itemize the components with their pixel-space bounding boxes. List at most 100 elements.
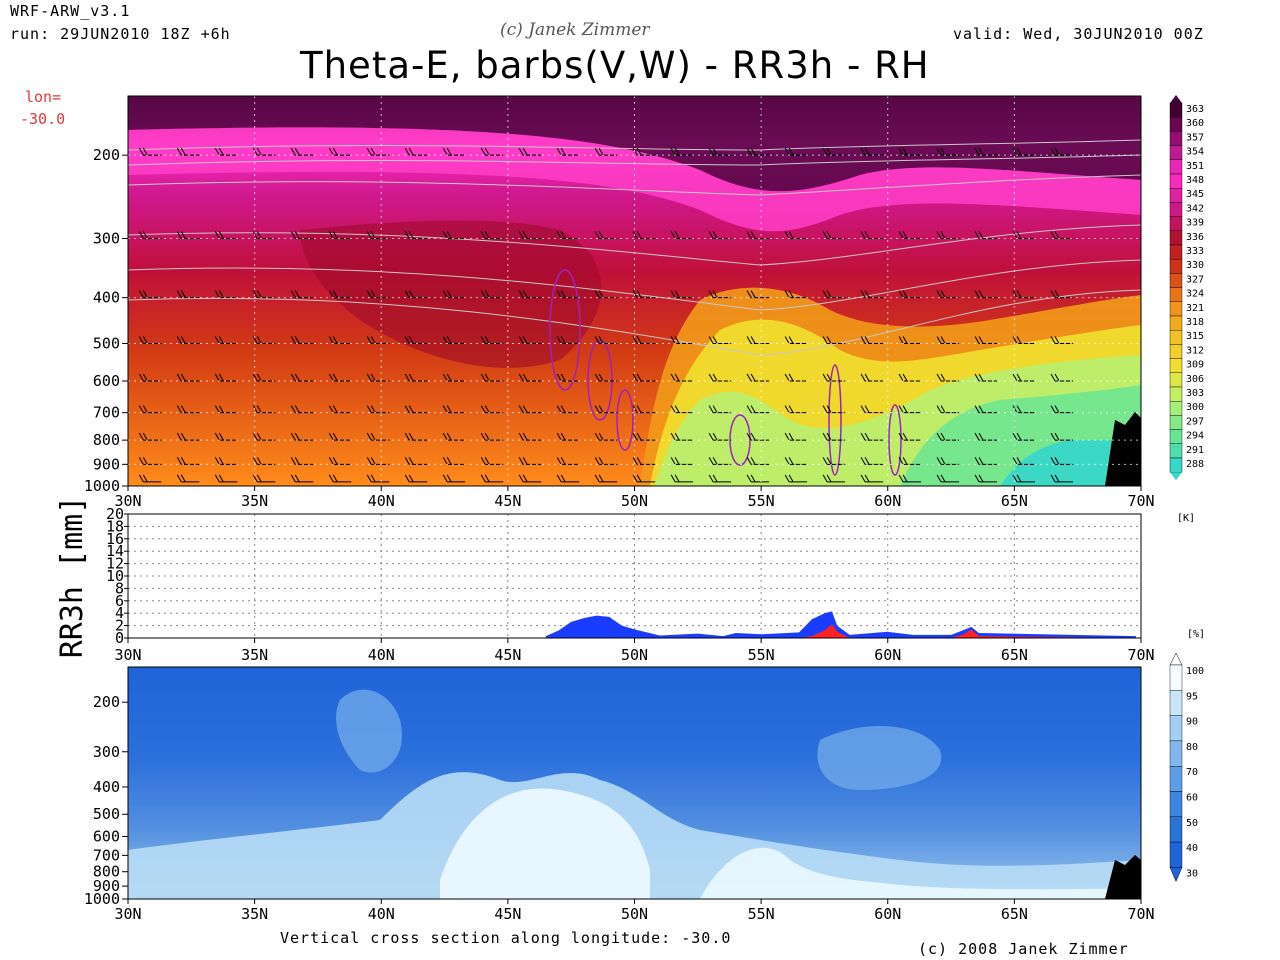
rh-colorbar-swatch: [1169, 664, 1183, 691]
theta-colorbar-swatch: [1169, 159, 1183, 175]
rr-series-0: [545, 611, 1136, 638]
x-tick-label: 45N: [494, 492, 521, 510]
theta-colorbar-swatch: [1169, 244, 1183, 260]
wind-barb: [328, 231, 352, 239]
theta-colorbar-label: 339: [1186, 218, 1204, 229]
wind-barb: [746, 474, 770, 483]
y-tick-label: 16: [106, 530, 124, 548]
wind-barb: [670, 231, 694, 239]
wind-barb: [214, 336, 238, 345]
wind-barb: [176, 405, 200, 414]
rh-colorbar-label: 40: [1186, 843, 1198, 854]
theta-colorbar-label: 327: [1186, 274, 1204, 285]
wind-barb: [556, 290, 580, 299]
wind-barb: [404, 336, 428, 345]
wind-barb: [898, 290, 922, 299]
run-label: run: 29JUN2010 18Z +6h: [10, 25, 231, 43]
y-tick-label: 12: [106, 555, 124, 573]
wind-barb: [328, 405, 352, 414]
x-tick-label: 70N: [1127, 492, 1154, 510]
wind-barb: [784, 336, 808, 345]
theta-contour-2: [128, 174, 1141, 196]
rh-contour-0: [549, 269, 581, 391]
wind-barb: [366, 474, 390, 483]
x-tick-label: 40N: [368, 646, 395, 664]
wind-barb: [898, 147, 922, 156]
footer-copyright: (c) 2008 Janek Zimmer: [918, 940, 1129, 958]
theta-colorbar-swatch: [1169, 301, 1183, 317]
wind-barb: [176, 432, 200, 441]
wind-barb: [214, 231, 238, 239]
x-tick-label: 50N: [621, 905, 648, 923]
footer-caption: Vertical cross section along longitude: …: [280, 929, 732, 947]
theta-colorbar-label: 306: [1186, 374, 1204, 385]
wind-barb: [974, 231, 998, 239]
wind-barb: [974, 147, 998, 156]
wind-barb: [632, 336, 656, 345]
y-tick-label: 400: [93, 289, 120, 307]
theta-colorbar-swatch: [1169, 273, 1183, 288]
wind-barb: [328, 474, 352, 483]
theta-contour-4: [128, 259, 1141, 311]
theta-colorbar-label: 321: [1186, 303, 1204, 314]
wind-barb: [290, 432, 314, 441]
x-tick-label: 30N: [114, 492, 141, 510]
theta-colorbar-label: 333: [1186, 246, 1204, 257]
theta-contour-1: [128, 154, 1141, 166]
theta-colorbar-bottom-arrow: [1170, 472, 1182, 481]
theta-colorbar-swatch: [1169, 287, 1183, 303]
wind-barb: [746, 290, 770, 299]
wind-barb: [670, 405, 694, 414]
theta-colorbar-swatch: [1169, 386, 1183, 402]
wind-barb: [176, 147, 200, 156]
wind-barb: [632, 457, 656, 465]
wind-barb: [784, 432, 808, 441]
rh-colorbar-top-arrow: [1169, 652, 1183, 666]
wind-barb: [746, 373, 770, 382]
model-label: WRF-ARW_v3.1: [10, 2, 131, 20]
x-tick-label: 35N: [241, 905, 268, 923]
theta-colorbar-swatch: [1169, 102, 1183, 118]
wind-barb: [974, 457, 998, 465]
wind-barb: [442, 373, 466, 382]
rh-colorbar-label: 95: [1186, 691, 1198, 702]
lon-label: lon=: [25, 88, 62, 106]
wind-barb: [328, 290, 352, 299]
rh-contour-4: [828, 364, 842, 476]
theta-colorbar-swatch: [1169, 315, 1183, 331]
rh-colorbar-swatch: [1169, 791, 1183, 817]
theta-colorbar-swatch: [1169, 344, 1183, 359]
wind-barb: [670, 290, 694, 299]
wind-barb: [176, 474, 200, 483]
wind-barb: [594, 474, 618, 483]
y-tick-label: 600: [93, 372, 120, 390]
wind-barb: [442, 290, 466, 299]
theta-colorbar-label: 315: [1186, 331, 1204, 342]
wind-barb: [556, 405, 580, 414]
wind-barb: [138, 474, 162, 483]
wind-barb: [290, 373, 314, 382]
x-tick-label: 40N: [368, 492, 395, 510]
theta-colorbar-label: 348: [1186, 175, 1204, 186]
rh-contour-5: [888, 404, 902, 476]
theta-colorbar-label: 354: [1186, 147, 1204, 158]
wind-barb: [708, 474, 732, 483]
wind-barb: [328, 147, 352, 156]
wind-barb: [1012, 405, 1036, 414]
theta-colorbar-top-arrow: [1170, 95, 1182, 103]
wind-barb: [746, 231, 770, 239]
rh-colorbar-swatch: [1169, 841, 1183, 868]
rh-saturated-low: [700, 847, 1141, 899]
wind-barb: [442, 432, 466, 441]
wind-barb: [746, 147, 770, 156]
wind-barb: [328, 336, 352, 345]
theta-colorbar-swatch: [1169, 187, 1183, 203]
wind-barb: [442, 147, 466, 156]
wind-barb: [518, 432, 542, 441]
wind-barb: [518, 405, 542, 414]
wind-barb: [1012, 373, 1036, 382]
wind-barb: [556, 457, 580, 465]
wind-barb: [518, 336, 542, 345]
